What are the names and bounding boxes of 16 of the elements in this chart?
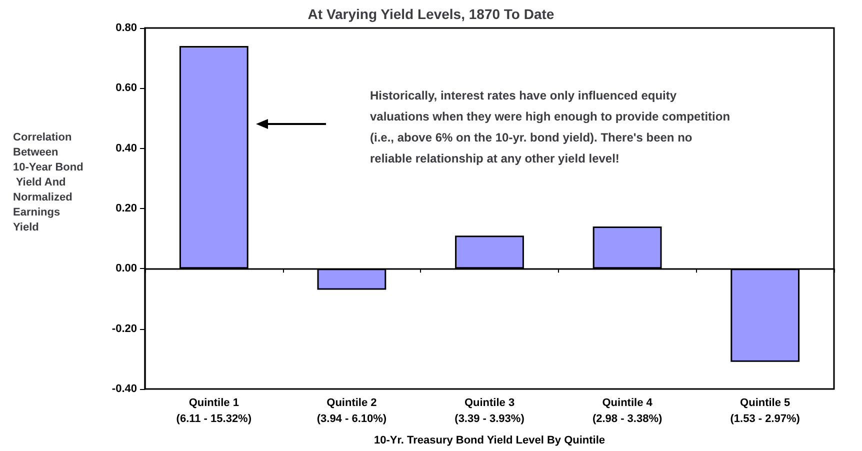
chart-title: At Varying Yield Levels, 1870 To Date <box>308 6 554 22</box>
x-tick-label: Quintile 5 (1.53 - 2.97%) <box>730 397 800 425</box>
x-tick-label: Quintile 4 (2.98 - 3.38%) <box>592 397 662 425</box>
y-tick-label: 0.80 <box>116 22 137 34</box>
x-tick-label: Quintile 1 (6.11 - 15.32%) <box>176 397 252 425</box>
y-tick-label: 0.40 <box>116 142 137 154</box>
y-tick-label: -0.40 <box>112 383 137 395</box>
y-tick-label: 0.20 <box>116 202 137 214</box>
y-axis-title: Correlation Between 10-Year Bond Yield And Normalized Earnings Yield <box>13 132 84 234</box>
x-tick-label: Quintile 2 (3.94 - 6.10%) <box>316 397 387 425</box>
x-axis-title: 10-Yr. Treasury Bond Yield Level By Quintile <box>374 434 606 446</box>
annotation: Historically, interest rates have only influenced equity valuations when they were high enough to provide competition (i.e., above 6% on the 10-yr. bond yield). There's been no reliable relationship at any other yield level! <box>370 88 734 166</box>
y-tick-label: 0.60 <box>116 82 137 94</box>
x-tick-label: Quintile 3 (3.39 - 3.93%) <box>454 397 525 425</box>
y-tick-label: 0.00 <box>116 262 137 275</box>
y-tick-label: -0.20 <box>112 322 137 335</box>
